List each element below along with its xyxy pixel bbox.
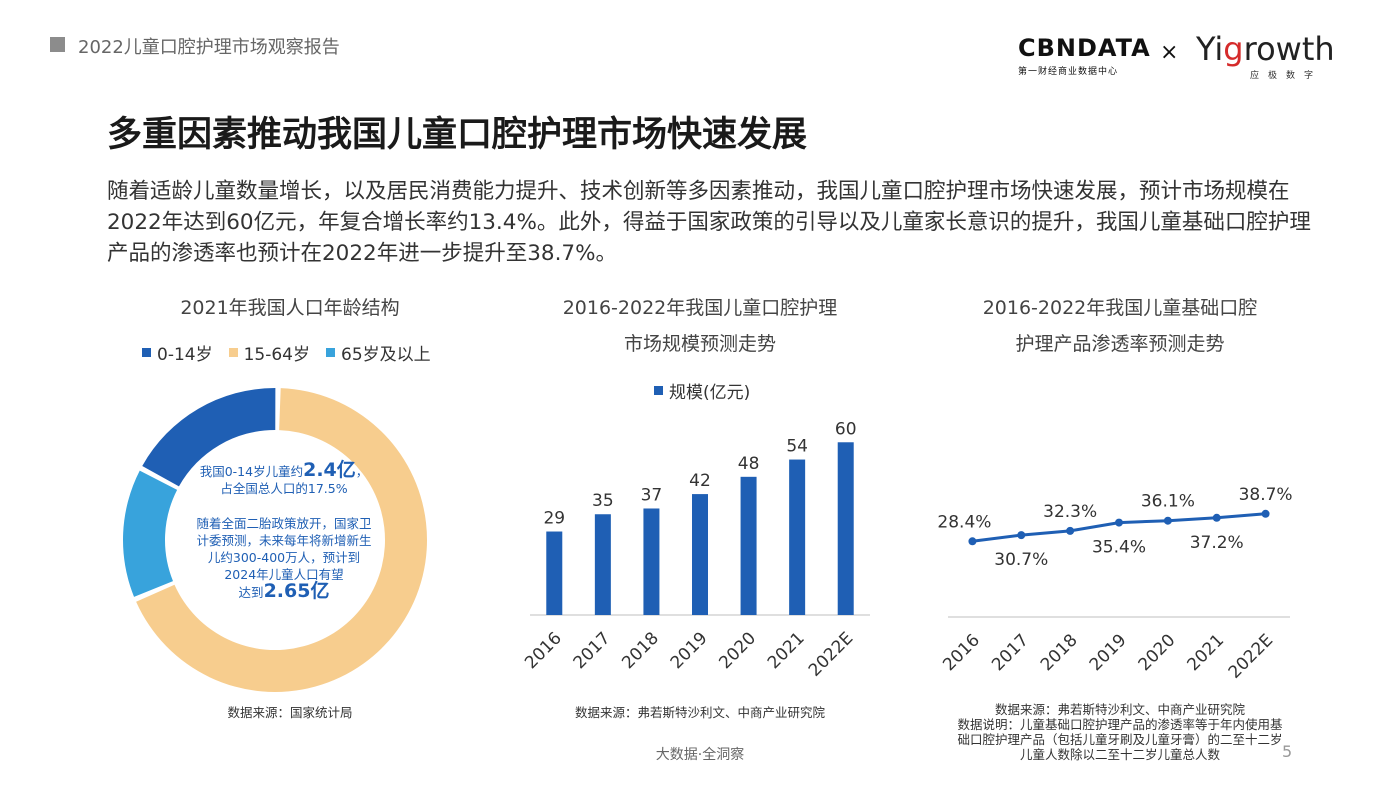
donut-legend-label-2: 65岁及以上	[341, 345, 431, 365]
bar-2020	[740, 476, 757, 615]
donut-center-annotation: 我国0-14岁儿童约2.4亿， 占全国总人口的17.5% 随着全面二胎政策放开，…	[196, 459, 372, 602]
bar-tick-label-2016: 2016	[521, 628, 566, 673]
donut-legend-item-0: 0-14岁	[142, 340, 213, 365]
bar-legend-label-0: 规模(亿元)	[669, 383, 751, 403]
header-marker	[50, 37, 65, 52]
cbndata-logo: CBNDATA	[1018, 34, 1151, 62]
line-value-label-2020: 36.1%	[1141, 492, 1195, 512]
bar-tick-label-2017: 2017	[570, 628, 615, 673]
line-chart-title-line2: 护理产品渗透率预测走势	[1015, 333, 1225, 355]
line-source-line4: 儿童人数除以二至十二岁儿童总人数	[1019, 747, 1220, 762]
bar-legend: 规模(亿元)	[654, 378, 766, 403]
line-point-2018	[1066, 526, 1075, 535]
bar-2021	[789, 459, 806, 615]
donut-center-spacer	[196, 497, 372, 515]
yigrowth-logo-yi: Yi	[1196, 30, 1224, 68]
bar-legend-swatch-0	[654, 386, 663, 395]
bar-2018	[643, 508, 660, 615]
yigrowth-logo-g: g	[1223, 30, 1244, 68]
donut-center-para2-highlight: 2.65亿	[263, 580, 330, 602]
footer-slogan: 大数据·全洞察	[655, 747, 745, 763]
line-point-2022e	[1261, 509, 1270, 518]
bar-value-label-2018: 37	[641, 485, 663, 505]
report-title: 2022儿童口腔护理市场观察报告	[78, 37, 340, 58]
line-value-label-2016: 28.4%	[937, 512, 991, 532]
line-source: 数据来源：弗若斯特沙利文、中商产业研究院 数据说明：儿童基础口腔护理产品的渗透率…	[930, 702, 1310, 762]
bar-tick-label-2019: 2019	[667, 628, 712, 673]
page-title: 多重因素推动我国儿童口腔护理市场快速发展	[107, 115, 808, 155]
donut-chart-title: 2021年我国人口年龄结构	[180, 297, 400, 319]
bar-value-label-2021: 54	[786, 437, 808, 457]
line-point-2019	[1115, 518, 1123, 527]
line-chart: 28.4% 2016 30.7% 2017 32.3% 2018 35.4% 2019 36.1…	[937, 485, 1293, 683]
donut-center-para2: 随着全面二胎政策放开，国家卫计委预测，未来每年将新增新生儿约300-400万人，…	[196, 516, 372, 582]
bar-tick-label-2018: 2018	[618, 628, 663, 673]
page-number: 5	[1282, 742, 1293, 761]
donut-chart	[123, 388, 427, 692]
line-tick-label-2022e: 2022E	[1225, 630, 1277, 682]
line-value-label-2017: 30.7%	[994, 550, 1048, 570]
bar-chart-title-line2: 市场规模预测走势	[623, 333, 776, 355]
bar-source: 数据来源：弗若斯特沙利文、中商产业研究院	[574, 705, 825, 720]
line-tick-label-2021: 2021	[1184, 630, 1229, 675]
yigrowth-logo: Yigrowth	[1196, 30, 1335, 68]
donut-legend-item-2: 65岁及以上	[326, 340, 431, 365]
line-point-2017	[1017, 531, 1026, 540]
donut-center-line1-punct: ，	[355, 464, 369, 479]
donut-slice-0	[142, 388, 276, 487]
donut-legend-item-1: 15-64岁	[228, 340, 310, 365]
line-point-2021	[1212, 513, 1221, 522]
donut-center-line1: 我国0-14岁儿童约2.4亿，	[196, 459, 372, 481]
line-value-label-2018: 32.3%	[1043, 502, 1097, 522]
bar-tick-label-2022e: 2022E	[805, 628, 857, 680]
logo-separator: ×	[1160, 40, 1179, 65]
line-source-line2: 数据说明：儿童基础口腔护理产品的渗透率等于年内使用基	[957, 717, 1283, 732]
line-tick-label-2018: 2018	[1037, 630, 1082, 675]
line-tick-label-2019: 2019	[1086, 630, 1131, 675]
bar-value-label-2019: 42	[689, 471, 711, 491]
donut-center-line1-highlight: 2.4亿	[303, 459, 356, 481]
donut-source: 数据来源：国家统计局	[227, 705, 353, 720]
line-point-2020	[1163, 516, 1172, 525]
line-value-label-2021: 37.2%	[1190, 533, 1244, 553]
donut-center-line1-text: 我国0-14岁儿童约	[199, 464, 304, 479]
bar-2017	[594, 514, 611, 615]
bar-2019	[692, 494, 708, 615]
bar-2022e	[837, 442, 854, 615]
donut-center-para2-end-text: 达到	[238, 585, 264, 600]
line-source-line1: 数据来源：弗若斯特沙利文、中商产业研究院	[994, 702, 1245, 717]
yigrowth-logo-rowth: rowth	[1243, 30, 1335, 68]
bar-chart-title-line1: 2016-2022年我国儿童口腔护理	[562, 297, 838, 319]
bar-value-label-2022e: 60	[835, 419, 857, 439]
bar-2016	[546, 531, 563, 615]
intro-paragraph: 随着适龄儿童数量增长，以及居民消费能力提升、技术创新等多因素推动，我国儿童口腔护…	[107, 179, 1311, 266]
donut-legend-swatch-2	[326, 348, 335, 357]
bar-chart: 29 2016 35 2017 37 2018 42 2019 48 2020 54 2021 60 20…	[521, 419, 870, 681]
line-tick-label-2017: 2017	[988, 630, 1033, 675]
line-source-line3: 础口腔护理产品（包括儿童牙刷及儿童牙膏）的二至十二岁	[957, 732, 1283, 747]
bar-tick-label-2021: 2021	[764, 628, 809, 673]
line-tick-label-2020: 2020	[1135, 630, 1180, 675]
line-chart-title-line1: 2016-2022年我国儿童基础口腔	[982, 297, 1258, 319]
donut-legend: 0-14岁 15-64岁 65岁及以上	[142, 340, 447, 365]
bar-tick-label-2020: 2020	[715, 628, 760, 673]
donut-legend-swatch-1	[228, 348, 238, 357]
line-point-2016	[968, 537, 977, 546]
donut-center-line2: 占全国总人口的17.5%	[220, 481, 348, 496]
bar-value-label-2016: 29	[543, 509, 565, 529]
line-tick-label-2016: 2016	[939, 630, 984, 675]
donut-legend-swatch-0	[142, 348, 151, 357]
yigrowth-logo-subtitle: 应极数字	[1250, 71, 1323, 81]
bar-value-label-2017: 35	[592, 491, 614, 511]
bar-value-label-2020: 48	[738, 454, 760, 474]
bar-legend-item-0: 规模(亿元)	[654, 378, 750, 403]
line-value-label-2022e: 38.7%	[1239, 485, 1293, 505]
donut-center-para2-end: 达到2.65亿	[196, 580, 372, 602]
line-value-label-2019: 35.4%	[1092, 538, 1146, 558]
donut-legend-label-0: 0-14岁	[157, 345, 213, 365]
donut-slice-2	[123, 470, 178, 597]
cbndata-logo-subtitle: 第一财经商业数据中心	[1018, 67, 1119, 77]
donut-legend-label-1: 15-64岁	[243, 345, 310, 365]
